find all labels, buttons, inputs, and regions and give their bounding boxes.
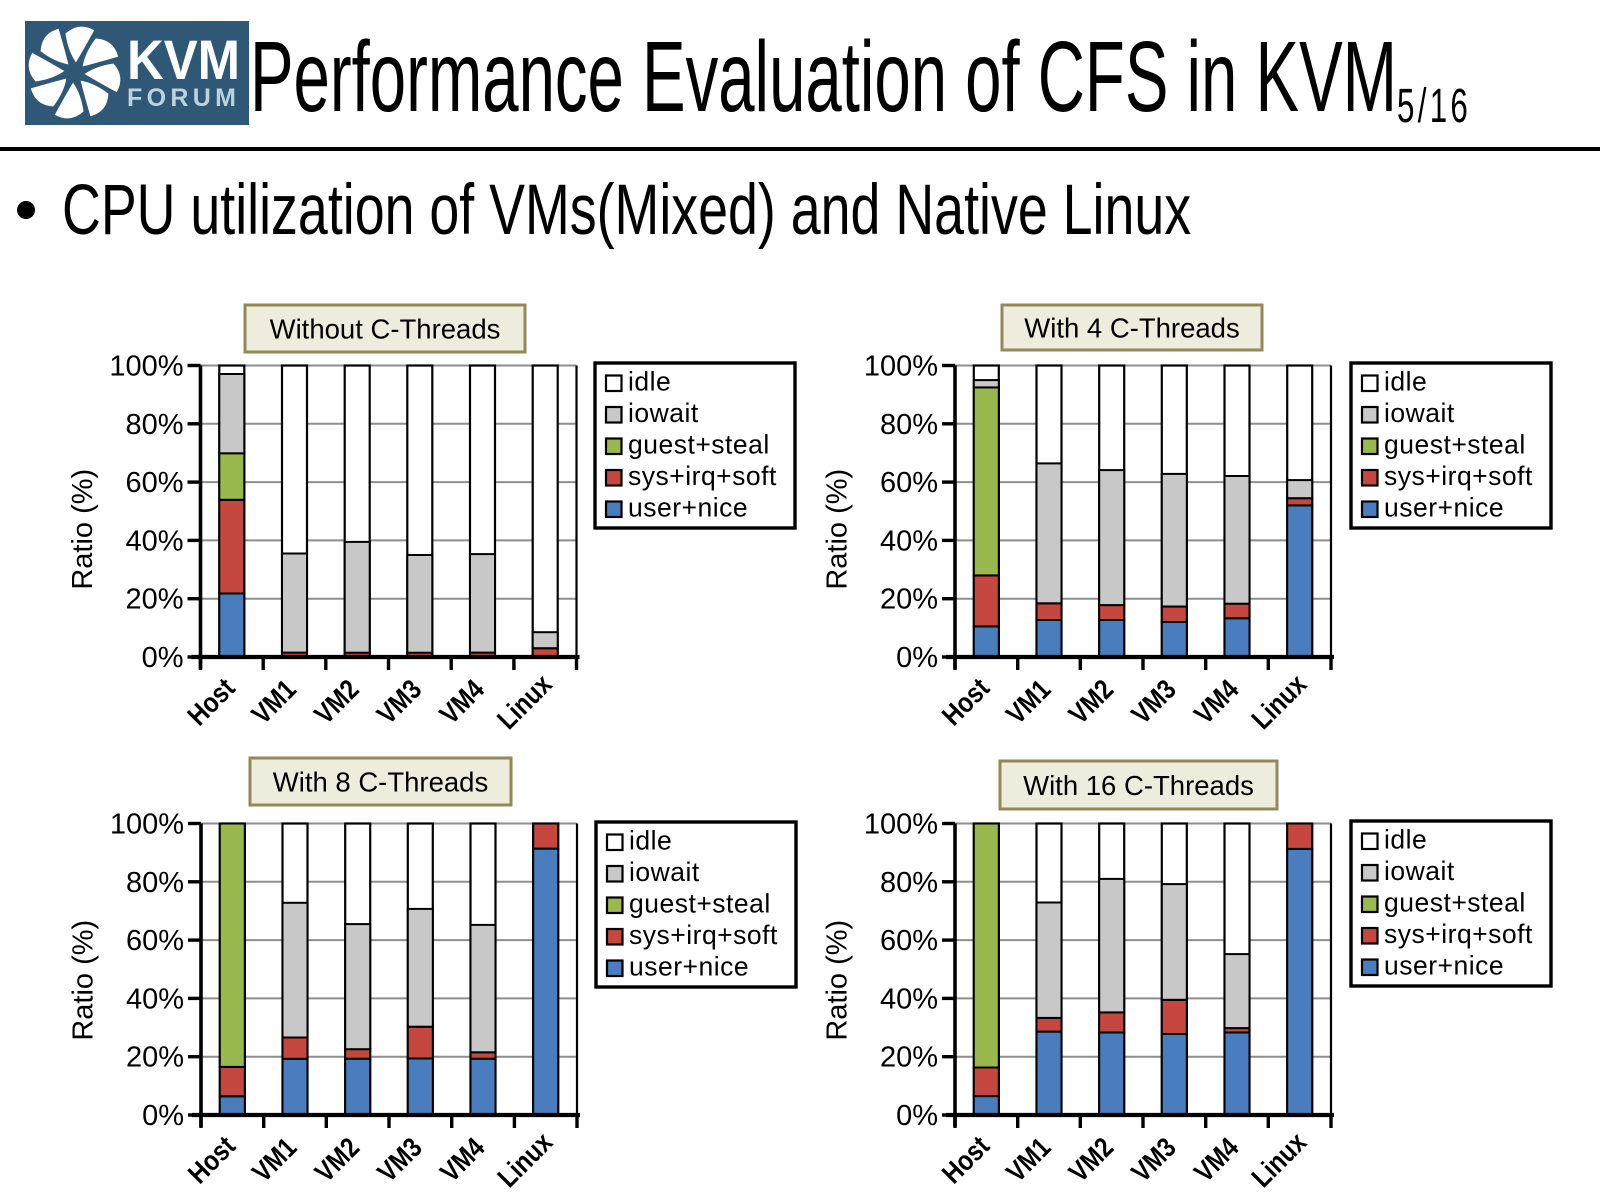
svg-text:Linux: Linux bbox=[490, 667, 558, 735]
svg-text:20%: 20% bbox=[125, 584, 183, 616]
svg-text:VM3: VM3 bbox=[1125, 1131, 1182, 1188]
svg-text:Ratio (%): Ratio (%) bbox=[822, 469, 854, 590]
svg-text:guest+steal: guest+steal bbox=[1384, 888, 1526, 918]
svg-text:VM3: VM3 bbox=[1125, 673, 1182, 730]
svg-text:idle: idle bbox=[629, 826, 672, 856]
svg-text:idle: idle bbox=[628, 367, 671, 397]
svg-text:VM3: VM3 bbox=[371, 1131, 428, 1188]
svg-text:0%: 0% bbox=[896, 642, 938, 674]
svg-text:60%: 60% bbox=[880, 467, 938, 499]
svg-text:VM1: VM1 bbox=[245, 673, 302, 730]
svg-text:40%: 40% bbox=[880, 525, 938, 557]
svg-text:20%: 20% bbox=[880, 1042, 938, 1074]
svg-text:20%: 20% bbox=[126, 1042, 184, 1074]
svg-text:0%: 0% bbox=[896, 1100, 938, 1132]
svg-text:60%: 60% bbox=[125, 467, 183, 499]
svg-text:VM4: VM4 bbox=[433, 673, 491, 731]
svg-text:sys+irq+soft: sys+irq+soft bbox=[1384, 919, 1533, 949]
svg-text:100%: 100% bbox=[864, 809, 938, 841]
svg-text:guest+steal: guest+steal bbox=[1384, 430, 1526, 460]
svg-text:VM2: VM2 bbox=[308, 673, 365, 730]
svg-text:40%: 40% bbox=[880, 983, 938, 1015]
svg-text:user+nice: user+nice bbox=[628, 493, 748, 523]
svg-text:With 16 C-Threads: With 16 C-Threads bbox=[1023, 770, 1254, 801]
svg-text:user+nice: user+nice bbox=[629, 952, 749, 982]
svg-text:VM4: VM4 bbox=[1187, 1131, 1245, 1189]
svg-text:80%: 80% bbox=[880, 867, 938, 899]
svg-text:With 4 C-Threads: With 4 C-Threads bbox=[1024, 313, 1239, 344]
svg-text:0%: 0% bbox=[142, 642, 184, 674]
svg-text:Linux: Linux bbox=[491, 1125, 559, 1193]
svg-text:Ratio (%): Ratio (%) bbox=[67, 469, 99, 590]
svg-text:Host: Host bbox=[181, 1129, 241, 1189]
svg-text:Ratio (%): Ratio (%) bbox=[822, 920, 854, 1041]
svg-text:Linux: Linux bbox=[1245, 667, 1313, 735]
svg-text:Ratio (%): Ratio (%) bbox=[68, 920, 100, 1041]
svg-text:Host: Host bbox=[935, 1129, 995, 1189]
svg-text:user+nice: user+nice bbox=[1384, 951, 1504, 981]
svg-text:0%: 0% bbox=[142, 1100, 184, 1132]
svg-text:Linux: Linux bbox=[1245, 1125, 1313, 1193]
svg-text:VM1: VM1 bbox=[245, 1131, 302, 1188]
svg-text:Without C-Threads: Without C-Threads bbox=[270, 314, 501, 345]
svg-text:40%: 40% bbox=[126, 983, 184, 1015]
svg-text:VM1: VM1 bbox=[999, 1131, 1056, 1188]
svg-text:VM1: VM1 bbox=[999, 673, 1056, 730]
svg-text:iowait: iowait bbox=[1384, 398, 1455, 428]
svg-text:VM4: VM4 bbox=[433, 1131, 491, 1189]
svg-text:Host: Host bbox=[181, 671, 241, 731]
svg-text:guest+steal: guest+steal bbox=[628, 430, 770, 460]
svg-text:60%: 60% bbox=[880, 925, 938, 957]
svg-text:40%: 40% bbox=[125, 525, 183, 557]
svg-text:100%: 100% bbox=[110, 809, 184, 841]
svg-text:guest+steal: guest+steal bbox=[629, 889, 771, 919]
svg-text:iowait: iowait bbox=[628, 398, 699, 428]
svg-text:20%: 20% bbox=[880, 584, 938, 616]
svg-text:KVM: KVM bbox=[127, 28, 240, 91]
svg-text:80%: 80% bbox=[126, 867, 184, 899]
svg-text:VM3: VM3 bbox=[370, 673, 427, 730]
svg-text:idle: idle bbox=[1384, 825, 1427, 855]
svg-text:VM2: VM2 bbox=[308, 1131, 365, 1188]
svg-text:With 8 C-Threads: With 8 C-Threads bbox=[273, 767, 488, 798]
svg-text:80%: 80% bbox=[880, 409, 938, 441]
svg-text:Host: Host bbox=[935, 671, 995, 731]
svg-text:sys+irq+soft: sys+irq+soft bbox=[629, 920, 778, 950]
svg-text:VM2: VM2 bbox=[1062, 673, 1119, 730]
svg-text:user+nice: user+nice bbox=[1384, 493, 1504, 523]
svg-text:FORUM: FORUM bbox=[127, 84, 243, 112]
svg-text:iowait: iowait bbox=[1384, 856, 1455, 886]
svg-text:80%: 80% bbox=[125, 409, 183, 441]
svg-text:100%: 100% bbox=[864, 351, 938, 383]
svg-text:VM2: VM2 bbox=[1062, 1131, 1119, 1188]
svg-text:idle: idle bbox=[1384, 367, 1427, 397]
svg-text:VM4: VM4 bbox=[1187, 673, 1245, 731]
svg-text:iowait: iowait bbox=[629, 857, 700, 887]
svg-text:60%: 60% bbox=[126, 925, 184, 957]
svg-text:100%: 100% bbox=[109, 351, 183, 383]
svg-text:sys+irq+soft: sys+irq+soft bbox=[1384, 461, 1533, 491]
svg-text:sys+irq+soft: sys+irq+soft bbox=[628, 461, 777, 491]
